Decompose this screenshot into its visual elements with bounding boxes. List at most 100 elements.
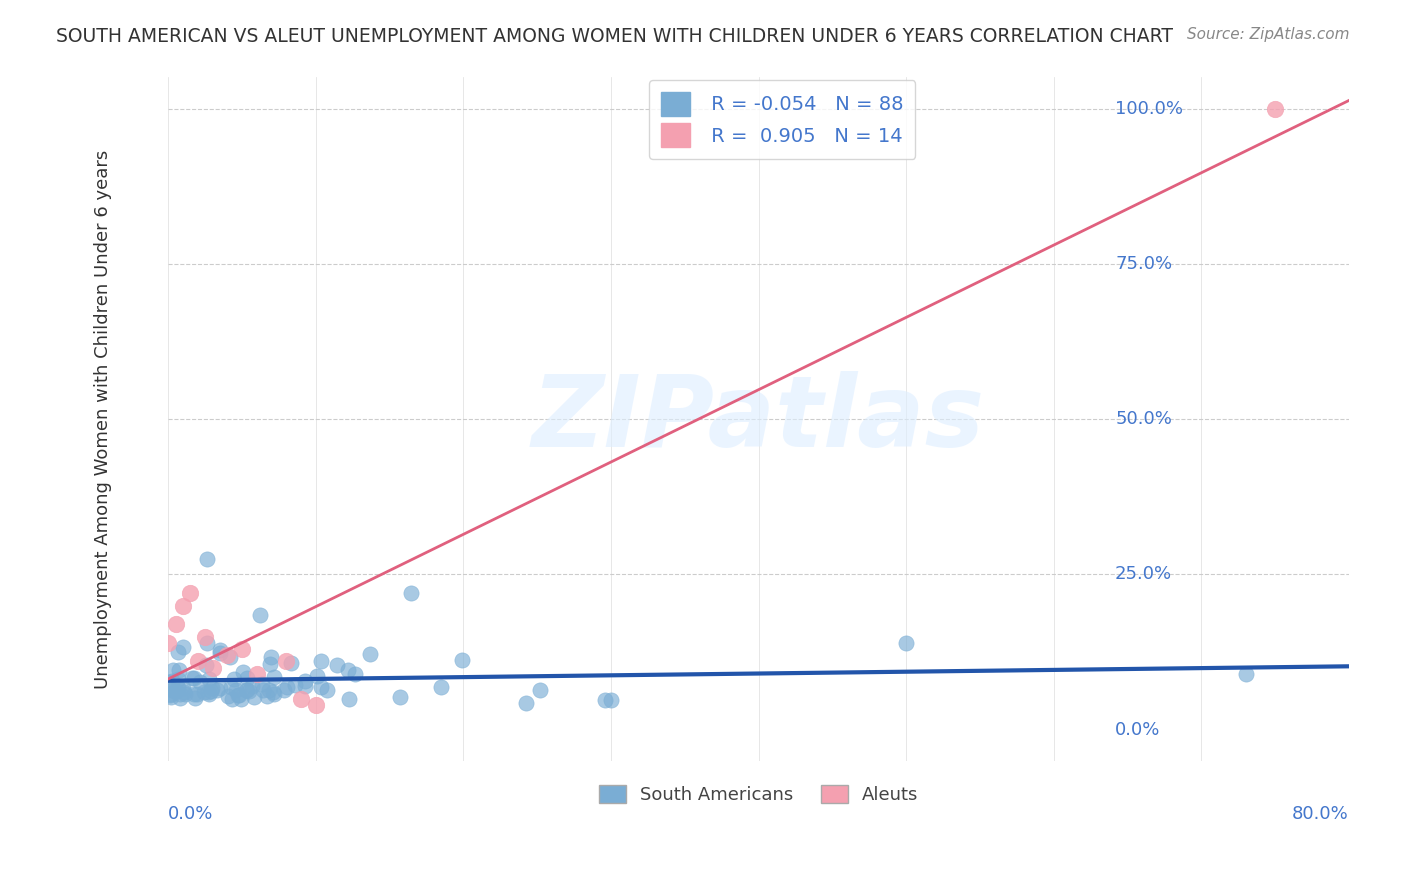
South Americans <box>165 684 187 698</box>
Aleuts <box>231 642 253 657</box>
South Americans <box>529 682 551 697</box>
South Americans <box>238 683 260 698</box>
South Americans <box>309 680 332 694</box>
South Americans <box>325 657 347 672</box>
Text: 80.0%: 80.0% <box>1292 805 1348 823</box>
Legend: South Americans, Aleuts: South Americans, Aleuts <box>589 776 928 814</box>
South Americans <box>388 690 411 704</box>
Aleuts <box>246 666 269 681</box>
Text: ZIPatlas: ZIPatlas <box>531 371 986 467</box>
Aleuts <box>157 636 180 650</box>
South Americans <box>166 645 188 659</box>
South Americans <box>236 682 259 697</box>
South Americans <box>294 673 316 688</box>
Aleuts <box>290 691 312 706</box>
South Americans <box>186 687 208 701</box>
South Americans <box>236 671 259 685</box>
Aleuts <box>187 655 209 669</box>
Aleuts <box>179 586 201 600</box>
South Americans <box>276 680 298 694</box>
South Americans <box>219 680 242 694</box>
South Americans <box>194 657 217 672</box>
South Americans <box>284 677 307 691</box>
South Americans <box>180 671 202 685</box>
South Americans <box>515 697 537 711</box>
Text: 25.0%: 25.0% <box>1115 566 1173 583</box>
South Americans <box>160 674 183 689</box>
South Americans <box>337 692 360 706</box>
South Americans <box>195 636 218 650</box>
South Americans <box>169 663 191 677</box>
South Americans <box>157 674 180 689</box>
South Americans <box>315 683 337 698</box>
South Americans <box>593 693 616 707</box>
South Americans <box>336 663 359 677</box>
South Americans <box>280 656 302 670</box>
South Americans <box>208 643 231 657</box>
South Americans <box>260 650 283 665</box>
Text: Unemployment Among Women with Children Under 6 years: Unemployment Among Women with Children U… <box>94 150 112 689</box>
South Americans <box>174 687 197 701</box>
Aleuts <box>305 698 328 712</box>
South Americans <box>600 693 623 707</box>
Text: 0.0%: 0.0% <box>169 805 214 823</box>
South Americans <box>160 690 183 704</box>
South Americans <box>228 688 250 702</box>
South Americans <box>197 687 219 701</box>
South Americans <box>209 646 232 660</box>
South Americans <box>172 640 194 655</box>
South Americans <box>208 681 231 695</box>
South Americans <box>222 673 245 687</box>
South Americans <box>429 680 451 694</box>
South Americans <box>188 675 211 690</box>
South Americans <box>217 689 239 703</box>
Text: Source: ZipAtlas.com: Source: ZipAtlas.com <box>1187 27 1350 42</box>
South Americans <box>259 657 281 671</box>
South Americans <box>235 682 257 697</box>
South Americans <box>160 683 183 698</box>
South Americans <box>201 681 224 695</box>
South Americans <box>183 687 205 701</box>
South Americans <box>399 586 422 600</box>
South Americans <box>166 673 188 687</box>
Aleuts <box>276 655 298 669</box>
South Americans <box>344 666 367 681</box>
Aleuts <box>201 660 224 674</box>
South Americans <box>184 690 207 705</box>
Aleuts <box>1264 102 1286 116</box>
South Americans <box>232 665 254 679</box>
South Americans <box>451 653 474 667</box>
South Americans <box>1234 666 1257 681</box>
South Americans <box>162 663 184 677</box>
South Americans <box>195 551 218 566</box>
Text: 0.0%: 0.0% <box>1115 721 1160 739</box>
South Americans <box>173 685 195 699</box>
Aleuts <box>194 630 217 644</box>
South Americans <box>159 687 181 701</box>
South Americans <box>219 650 242 665</box>
South Americans <box>225 683 247 698</box>
South Americans <box>200 684 222 698</box>
South Americans <box>197 685 219 699</box>
Text: 50.0%: 50.0% <box>1115 410 1173 428</box>
Aleuts <box>217 648 239 663</box>
South Americans <box>262 684 284 698</box>
South Americans <box>205 682 228 697</box>
South Americans <box>359 647 381 661</box>
Text: 75.0%: 75.0% <box>1115 255 1173 273</box>
South Americans <box>250 677 273 691</box>
South Americans <box>894 636 917 650</box>
South Americans <box>159 688 181 702</box>
South Americans <box>263 688 285 702</box>
South Americans <box>263 670 285 684</box>
South Americans <box>226 688 249 702</box>
South Americans <box>252 682 274 697</box>
South Americans <box>240 679 263 693</box>
Aleuts <box>165 617 187 632</box>
South Americans <box>256 689 278 703</box>
South Americans <box>273 683 295 698</box>
South Americans <box>249 608 271 623</box>
South Americans <box>242 690 264 705</box>
South Americans <box>183 671 205 685</box>
South Americans <box>305 669 328 683</box>
